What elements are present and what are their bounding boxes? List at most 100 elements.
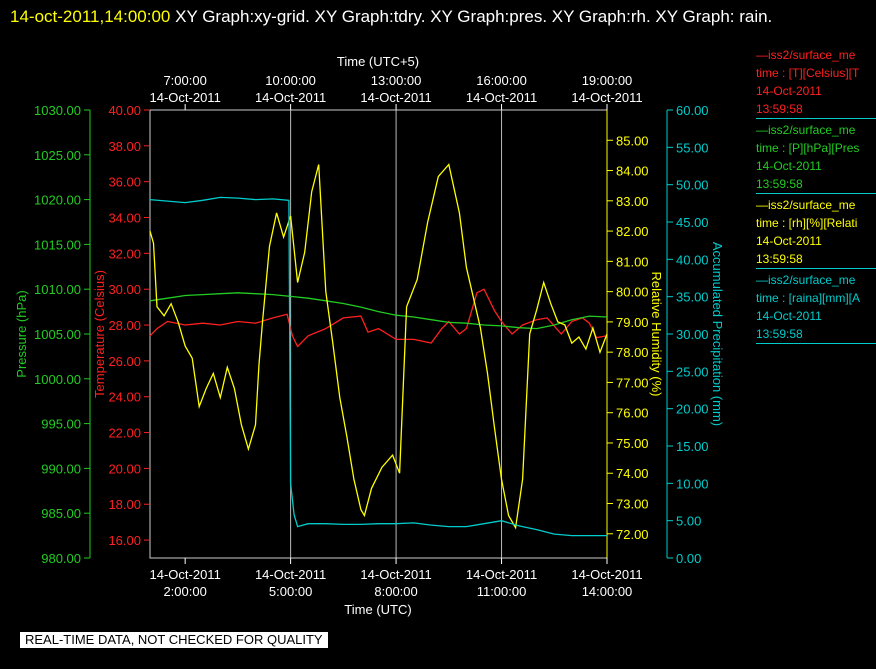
rain-tick-label: 0.00	[676, 551, 701, 566]
tdry-tick-label: 24.00	[108, 390, 141, 405]
bottom-tick-date: 14-Oct-2011	[360, 567, 431, 582]
rain-tick-label: 45.00	[676, 215, 709, 230]
pres-tick-label: 995.00	[41, 417, 81, 432]
top-tick-date: 14-Oct-2011	[360, 90, 431, 105]
rh-tick-label: 72.00	[616, 527, 649, 542]
rain-tick-label: 55.00	[676, 140, 709, 155]
rain-tick-label: 50.00	[676, 178, 709, 193]
rain-tick-label: 15.00	[676, 439, 709, 454]
legend-name: —iss2/surface_me	[756, 123, 856, 137]
legend-time: 13:59:58	[756, 252, 803, 266]
bottom-tick-time: 2:00:00	[163, 584, 206, 599]
top-axis-label: Time (UTC+5)	[337, 54, 419, 69]
rain-tick-label: 20.00	[676, 402, 709, 417]
legend-field: time : [T][Celsius][T	[756, 66, 860, 80]
pres-tick-label: 1015.00	[34, 237, 81, 252]
tdry-axis-label: Temperature (Celsius)	[92, 270, 107, 398]
bottom-tick-time: 5:00:00	[269, 584, 312, 599]
tdry-tick-label: 16.00	[108, 533, 141, 548]
legend-entry-temperature[interactable]: —iss2/surface_me time : [T][Celsius][T 1…	[756, 46, 876, 119]
rh-tick-label: 85.00	[616, 133, 649, 148]
pres-axis-label: Pressure (hPa)	[14, 290, 29, 377]
legend-name: —iss2/surface_me	[756, 273, 856, 287]
rh-tick-label: 83.00	[616, 194, 649, 209]
tdry-tick-label: 40.00	[108, 103, 141, 118]
top-tick-time: 7:00:00	[163, 73, 206, 88]
top-tick-time: 19:00:00	[582, 73, 633, 88]
rain-tick-label: 40.00	[676, 252, 709, 267]
rh-tick-label: 75.00	[616, 436, 649, 451]
tdry-series-line	[149, 288, 608, 348]
axes-group: 14-Oct-2011 2:00:00 7:00:00 14-Oct-2011 14-O…	[14, 73, 725, 599]
tdry-tick-label: 34.00	[108, 211, 141, 226]
legend-entry-pressure[interactable]: —iss2/surface_me time : [P][hPa][Pres 14…	[756, 121, 876, 194]
tdry-tick-label: 38.00	[108, 139, 141, 154]
rh-axis-label: Relative Humidity (%)	[649, 272, 664, 397]
pres-tick-label: 990.00	[41, 461, 81, 476]
bottom-tick-date: 14-Oct-2011	[466, 567, 537, 582]
legend-date: 14-Oct-2011	[756, 309, 822, 323]
top-tick-date: 14-Oct-2011	[255, 90, 326, 105]
rh-tick-label: 76.00	[616, 406, 649, 421]
rh-tick-label: 73.00	[616, 497, 649, 512]
legend-name: —iss2/surface_me	[756, 198, 856, 212]
legend-date: 14-Oct-2011	[756, 84, 822, 98]
legend-name: —iss2/surface_me	[756, 48, 856, 62]
legend-entry-precipitation[interactable]: —iss2/surface_me time : [raina][mm][A 14…	[756, 271, 876, 344]
series-group	[149, 163, 608, 537]
graph-title: 14-oct-2011,14:00:00 XY Graph:xy-grid. X…	[10, 2, 860, 32]
legend-entry-humidity[interactable]: —iss2/surface_me time : [rh][%][Relati 1…	[756, 196, 876, 269]
bottom-tick-time: 8:00:00	[374, 584, 417, 599]
rh-tick-label: 78.00	[616, 345, 649, 360]
vertical-grid	[290, 110, 503, 558]
rh-tick-label: 82.00	[616, 224, 649, 239]
tdry-tick-label: 28.00	[108, 318, 141, 333]
rain-tick-label: 30.00	[676, 327, 709, 342]
bottom-axis-label: Time (UTC)	[344, 602, 411, 617]
rh-tick-label: 81.00	[616, 254, 649, 269]
top-tick-date: 14-Oct-2011	[150, 90, 221, 105]
rh-series-line	[149, 163, 608, 530]
plot-area	[149, 109, 608, 559]
legend-date: 14-Oct-2011	[756, 159, 822, 173]
rain-tick-label: 10.00	[676, 476, 709, 491]
tdry-tick-label: 18.00	[108, 497, 141, 512]
legend-field: time : [raina][mm][A	[756, 291, 861, 305]
rain-tick-label: 5.00	[676, 514, 701, 529]
top-tick-time: 13:00:00	[371, 73, 422, 88]
legend-field: time : [rh][%][Relati	[756, 216, 858, 230]
legend-time: 13:59:58	[756, 102, 803, 116]
legend-field: time : [P][hPa][Pres	[756, 141, 860, 155]
tdry-tick-label: 30.00	[108, 282, 141, 297]
tdry-tick-label: 32.00	[108, 246, 141, 261]
tdry-tick-label: 20.00	[108, 461, 141, 476]
legend-date: 14-Oct-2011	[756, 234, 822, 248]
rain-tick-label: 25.00	[676, 364, 709, 379]
top-tick-time: 10:00:00	[265, 73, 316, 88]
pres-series-line	[149, 292, 608, 330]
tdry-tick-label: 22.00	[108, 426, 141, 441]
rh-tick-label: 84.00	[616, 164, 649, 179]
rain-axis-label: Accumulated Precipitation (mm)	[710, 242, 725, 426]
pres-tick-label: 1000.00	[34, 372, 81, 387]
legend: —iss2/surface_me time : [T][Celsius][T 1…	[756, 46, 876, 346]
pres-tick-label: 980.00	[41, 551, 81, 566]
top-tick-time: 16:00:00	[476, 73, 527, 88]
pres-tick-label: 1005.00	[34, 327, 81, 342]
legend-time: 13:59:58	[756, 177, 803, 191]
bottom-tick-date: 14-Oct-2011	[150, 567, 221, 582]
tdry-tick-label: 26.00	[108, 354, 141, 369]
bottom-tick-time: 11:00:00	[477, 584, 527, 599]
quality-notice: REAL-TIME DATA, NOT CHECKED FOR QUALITY	[20, 632, 328, 648]
pres-tick-label: 1020.00	[34, 193, 81, 208]
rh-tick-label: 77.00	[616, 375, 649, 390]
rain-series-line	[149, 196, 607, 537]
rain-tick-label: 60.00	[676, 103, 709, 118]
bottom-tick-date: 14-Oct-2011	[255, 567, 326, 582]
bottom-tick-date: 14-Oct-2011	[571, 567, 642, 582]
tdry-tick-label: 36.00	[108, 175, 141, 190]
pres-tick-label: 1030.00	[34, 103, 81, 118]
rh-tick-label: 80.00	[616, 285, 649, 300]
legend-time: 13:59:58	[756, 327, 803, 341]
